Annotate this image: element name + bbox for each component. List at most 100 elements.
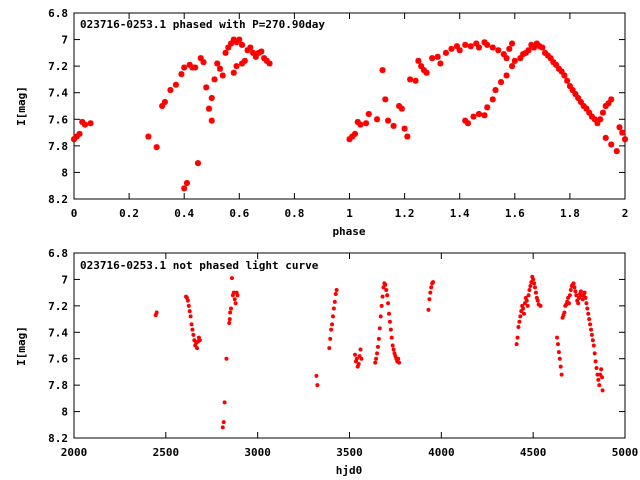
- data-point: [228, 40, 235, 47]
- data-point: [420, 67, 427, 74]
- data-point: [161, 99, 168, 106]
- x-tick-label: 0.6: [229, 207, 249, 220]
- data-point: [517, 319, 522, 324]
- data-point: [192, 64, 199, 71]
- y-tick-label: 6.8: [48, 7, 68, 20]
- data-points: [71, 36, 628, 192]
- data-point: [398, 105, 405, 112]
- data-point: [553, 61, 560, 68]
- data-point: [183, 180, 190, 187]
- x-tick-label: 0.4: [174, 207, 194, 220]
- x-tick-label: 2000: [61, 446, 88, 459]
- data-point: [602, 134, 609, 141]
- data-point: [575, 95, 582, 102]
- data-point: [442, 49, 449, 56]
- data-point: [550, 59, 557, 66]
- data-point: [197, 55, 204, 62]
- data-point: [577, 99, 584, 106]
- phased-chart: 6.8 7 7.2 7.4 7.6 7.8 8 8.2 0 0.2 0.4 0.6 0.8 1 1.2 1.…: [15, 7, 628, 238]
- data-point: [373, 360, 378, 365]
- x-tick-label: 1.2: [395, 207, 415, 220]
- data-point: [600, 375, 605, 380]
- data-point: [596, 377, 601, 382]
- data-point: [229, 276, 234, 281]
- data-point: [481, 39, 488, 46]
- data-points: [153, 274, 605, 430]
- data-point: [555, 335, 560, 340]
- data-point: [567, 293, 572, 298]
- data-point: [533, 285, 538, 290]
- data-point: [181, 185, 188, 192]
- data-point: [329, 327, 334, 332]
- data-point: [418, 63, 425, 70]
- data-point: [73, 133, 80, 140]
- data-point: [592, 351, 597, 356]
- data-point: [506, 45, 513, 52]
- data-point: [532, 281, 537, 286]
- data-point: [356, 362, 361, 366]
- data-point: [352, 130, 359, 137]
- data-point: [401, 125, 408, 132]
- data-point: [467, 43, 474, 50]
- data-point: [327, 346, 332, 351]
- data-point: [531, 44, 538, 51]
- data-point: [250, 49, 257, 56]
- data-point: [354, 356, 359, 361]
- data-point: [495, 47, 502, 54]
- data-point: [236, 36, 243, 43]
- x-tick-label: 1: [346, 207, 353, 220]
- data-point: [572, 285, 577, 290]
- data-point: [222, 49, 229, 56]
- x-tick-label: 2: [622, 207, 629, 220]
- data-point: [385, 293, 390, 298]
- data-point: [595, 372, 600, 377]
- data-point: [574, 293, 579, 298]
- data-point: [473, 40, 480, 47]
- data-point: [349, 133, 356, 140]
- data-point: [509, 63, 516, 70]
- data-point: [588, 113, 595, 120]
- data-point: [605, 100, 612, 107]
- x-axis-label: phase: [332, 225, 365, 238]
- data-point: [377, 326, 382, 331]
- data-point: [521, 311, 526, 316]
- data-point: [76, 130, 83, 137]
- data-point: [233, 301, 238, 306]
- data-point: [557, 356, 562, 361]
- data-point: [359, 356, 364, 361]
- data-point: [379, 67, 386, 74]
- data-point: [619, 129, 626, 136]
- data-point: [426, 307, 431, 312]
- data-point: [500, 51, 507, 58]
- data-point: [542, 49, 549, 56]
- data-point: [589, 332, 594, 337]
- data-point: [332, 299, 337, 304]
- data-point: [208, 95, 215, 102]
- data-point: [526, 293, 531, 298]
- data-point: [186, 61, 193, 68]
- data-point: [225, 44, 232, 51]
- data-point: [590, 338, 595, 343]
- data-point: [331, 306, 336, 311]
- data-point: [498, 79, 505, 86]
- data-point: [588, 322, 593, 327]
- data-point: [330, 322, 335, 327]
- y-axis-label: I[mag]: [15, 326, 28, 366]
- data-point: [602, 103, 609, 109]
- data-point: [178, 71, 185, 78]
- data-point: [241, 57, 248, 64]
- data-point: [587, 317, 592, 322]
- data-point: [539, 44, 546, 51]
- data-point: [464, 120, 471, 127]
- data-point: [524, 298, 529, 303]
- data-point: [187, 309, 192, 314]
- data-point: [386, 311, 391, 316]
- y-tick-label: 8: [61, 406, 68, 419]
- data-point: [353, 352, 358, 357]
- data-point: [255, 49, 262, 56]
- data-point: [429, 285, 434, 290]
- data-point: [586, 109, 593, 116]
- data-point: [558, 68, 565, 75]
- x-tick-label: 2500: [153, 446, 180, 459]
